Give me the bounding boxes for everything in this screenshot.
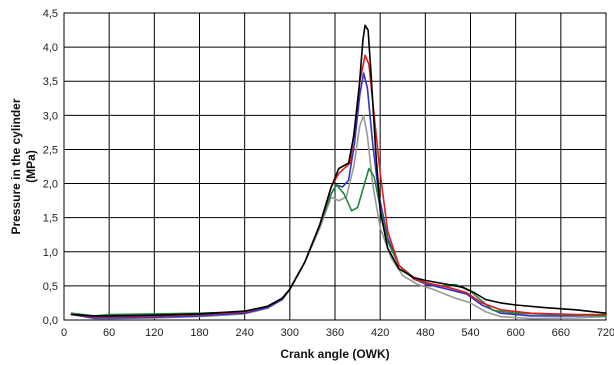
x-tick-label: 0 — [61, 327, 67, 339]
y-tick-label: 3,0 — [43, 110, 58, 122]
y-tick-label: 2,0 — [43, 179, 58, 191]
x-axis-title: Crank angle (OWK) — [280, 347, 389, 361]
y-axis-title-line-2: (MPa) — [24, 150, 38, 183]
y-tick-label: 4,5 — [43, 8, 58, 20]
x-tick-label: 720 — [597, 327, 614, 339]
y-tick-label: 0,5 — [43, 281, 58, 293]
series-line-0 — [70, 24, 607, 317]
x-tick-label: 600 — [506, 327, 524, 339]
y-tick-label: 0,0 — [43, 315, 58, 327]
x-tick-label: 180 — [190, 327, 208, 339]
y-axis-title-line-1: Pressure in the cylinder — [9, 98, 23, 234]
y-tick-label: 1,0 — [43, 247, 58, 259]
tick-labels: 0 60 120 180 240 300 360 420 480 540 600 660 720 0,0 0… — [43, 8, 614, 339]
x-tick-label: 240 — [235, 327, 253, 339]
x-tick-label: 300 — [281, 327, 299, 339]
x-tick-label: 660 — [552, 327, 570, 339]
y-tick-label: 1,5 — [43, 213, 58, 225]
series-line-2 — [70, 72, 607, 319]
y-tick-label: 4,0 — [43, 42, 58, 54]
grid-layer — [63, 12, 607, 321]
x-tick-label: 540 — [461, 327, 479, 339]
x-tick-label: 360 — [326, 327, 344, 339]
x-tick-label: 480 — [416, 327, 434, 339]
x-tick-label: 420 — [371, 327, 389, 339]
x-tick-label: 120 — [145, 327, 163, 339]
y-tick-label: 2,5 — [43, 144, 58, 156]
series-layer — [70, 24, 607, 320]
x-tick-label: 60 — [103, 327, 115, 339]
y-tick-label: 3,5 — [43, 76, 58, 88]
